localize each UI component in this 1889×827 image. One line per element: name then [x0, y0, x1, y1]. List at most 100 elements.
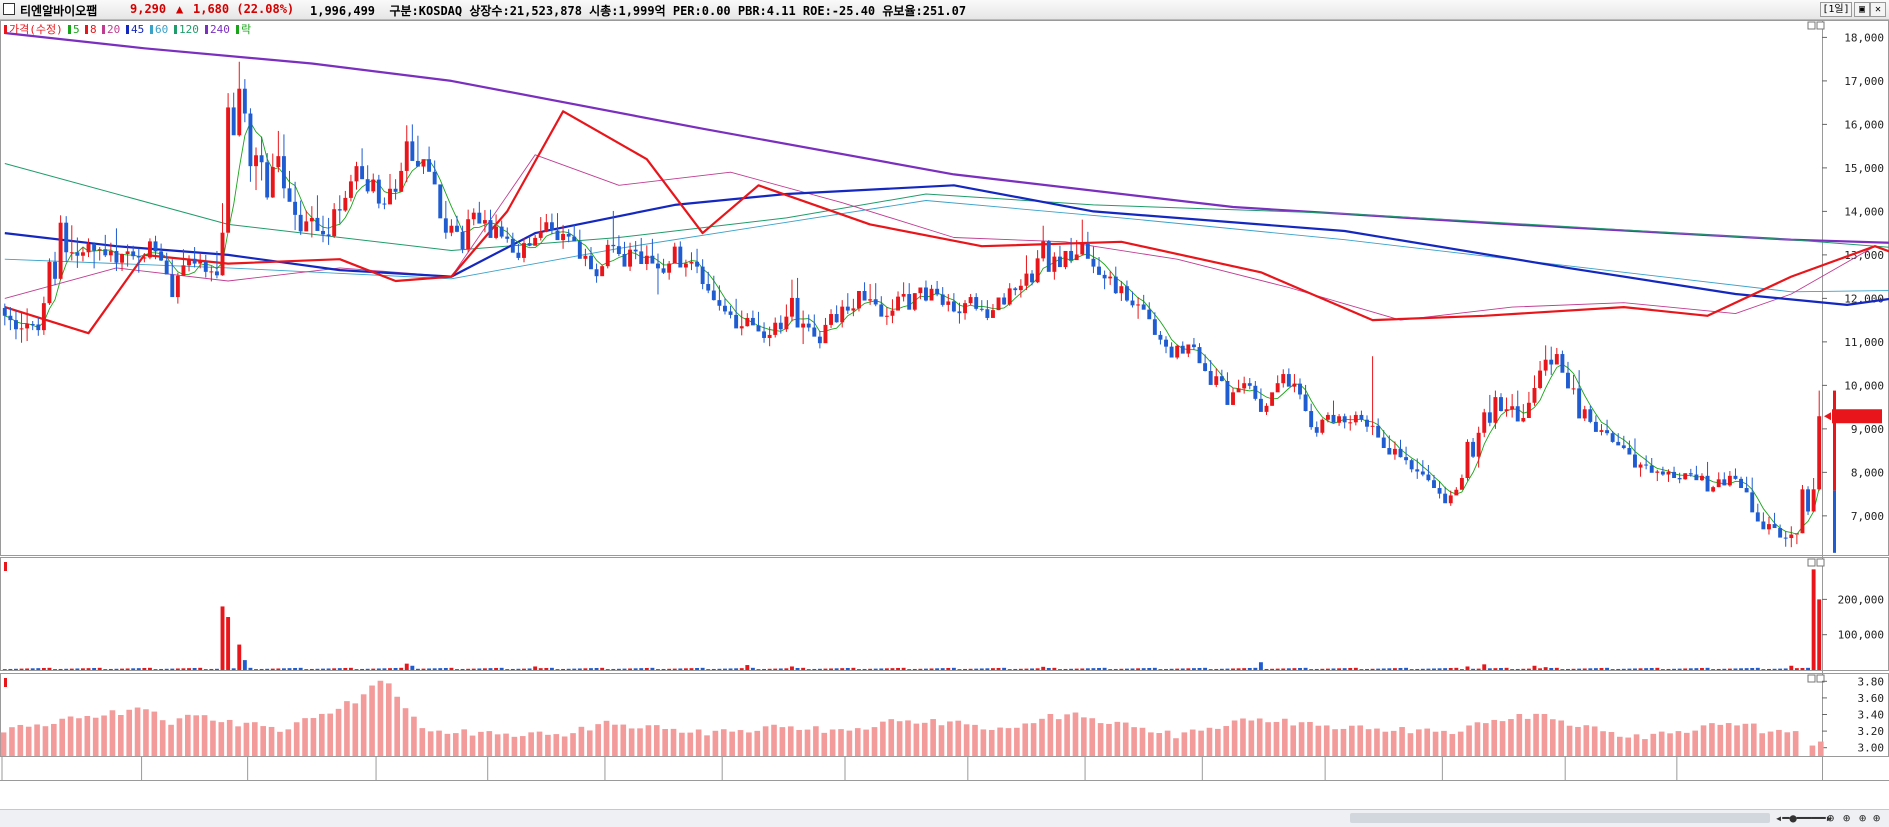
period-button[interactable]: [1일] [1820, 2, 1852, 17]
candle-body [1197, 347, 1202, 364]
volume-bar [1342, 668, 1347, 670]
volume-bar [1772, 668, 1777, 670]
price-tick-label: 8,000 [1851, 466, 1884, 479]
select-checkbox[interactable] [3, 3, 15, 15]
candle-body [192, 258, 197, 264]
foreign-bar [226, 719, 233, 756]
volume-bar [1571, 668, 1576, 670]
candle-body [1459, 478, 1464, 490]
volume-bar [237, 644, 242, 670]
candle-body [1191, 344, 1196, 348]
foreign-bar [118, 714, 124, 756]
window-restore-icon[interactable]: ▣ [1854, 2, 1870, 17]
candle-body [53, 261, 57, 279]
volume-bar [790, 666, 794, 670]
volume-bar [979, 668, 984, 670]
panel-restore-icon [1807, 674, 1816, 683]
zoom-in-icon[interactable]: ⊕ [1827, 811, 1835, 825]
volume-bar [181, 668, 186, 670]
volume-bar [516, 668, 521, 670]
volume-bar [1554, 667, 1559, 670]
volume-bar [784, 668, 789, 670]
candle-body [734, 314, 739, 329]
volume-bar [1593, 668, 1598, 670]
candle-body [1376, 425, 1381, 438]
volume-bar [175, 668, 180, 670]
zoom-slider-icon[interactable]: ◂━●━━━━▸ [1775, 811, 1833, 825]
volume-bar [1677, 668, 1682, 670]
volume-bar [1549, 668, 1554, 670]
legend-label: 락 [241, 23, 251, 36]
stock-name[interactable]: 티엔알바이오팹 [20, 4, 98, 18]
foreign-bar [519, 736, 526, 756]
volume-bar [723, 668, 727, 670]
candle-body [164, 260, 169, 275]
volume-bar [1158, 669, 1163, 670]
volume-bar [1258, 662, 1263, 670]
scroll-thumb[interactable] [1350, 813, 1770, 823]
volume-bar [1180, 668, 1185, 670]
zoom-out-icon[interactable]: ⊕ [1843, 811, 1851, 825]
candle-body [348, 181, 353, 198]
horizontal-scrollbar[interactable]: ◂━●━━━━▸ ⊕ ⊕ ⊕ ⊕ [0, 809, 1889, 827]
volume-bar [1727, 668, 1732, 670]
volume-bar [153, 669, 158, 670]
zoom-fit-icon[interactable]: ⊕ [1873, 811, 1881, 825]
volume-bar [427, 668, 432, 670]
volume-bar [756, 669, 761, 670]
volume-bar [1794, 668, 1799, 670]
volume-bar [64, 668, 69, 670]
candle-body [432, 171, 437, 185]
candle-body [1666, 471, 1671, 475]
foreign-bar [653, 725, 660, 756]
volume-bar [1443, 668, 1448, 670]
candle-body [1035, 258, 1040, 283]
candle-body [304, 221, 309, 232]
candle-body [142, 257, 147, 259]
candle-body [293, 201, 298, 215]
volume-bar [661, 668, 666, 670]
foreign-bar [411, 716, 417, 756]
foreign-bar [385, 683, 392, 756]
foreign-bar [863, 729, 869, 756]
candle-body [912, 293, 917, 310]
candle-body [410, 141, 415, 161]
zoom-reset-icon[interactable]: ⊕ [1859, 811, 1867, 825]
candle-body [851, 308, 856, 311]
foreign-bar [1323, 725, 1330, 756]
volume-bar [1778, 668, 1783, 670]
candle-body [723, 305, 727, 312]
volume-bar [97, 667, 102, 670]
foreign-bar [1399, 727, 1405, 756]
foreign-bar [1340, 728, 1347, 756]
legend-label: 240 [210, 23, 230, 36]
foreign-bar [1298, 722, 1305, 756]
foreign-bar [612, 724, 618, 756]
volume-bar [739, 668, 744, 670]
candle-body [667, 263, 672, 273]
volume-bar [415, 668, 420, 670]
volume-bar [834, 668, 839, 670]
volume-bar [438, 668, 443, 670]
chart-area[interactable]: 18,00017,00016,00015,00014,00013,00012,0… [0, 0, 1889, 809]
candle-body [14, 320, 18, 330]
foreign-bar [92, 717, 99, 756]
candle-body [393, 188, 398, 192]
candle-body [1415, 469, 1420, 472]
window-close-icon[interactable]: ✕ [1870, 2, 1886, 17]
volume-bar [488, 668, 493, 670]
volume-bar [533, 666, 538, 670]
legend-label: 가격(수정) [9, 23, 63, 36]
candle-body [376, 179, 381, 204]
volume-bar [1448, 668, 1453, 670]
candle-body [1571, 388, 1576, 390]
price-tick-label: 7,000 [1851, 510, 1884, 523]
legend-label: 120 [179, 23, 199, 36]
candle-body [1577, 388, 1582, 419]
volume-bar [873, 668, 878, 670]
candle-body [1337, 416, 1342, 423]
candle-body [1309, 411, 1314, 428]
candle-body [337, 209, 342, 211]
volume-bar [47, 667, 52, 670]
foreign-bar [1089, 718, 1096, 756]
